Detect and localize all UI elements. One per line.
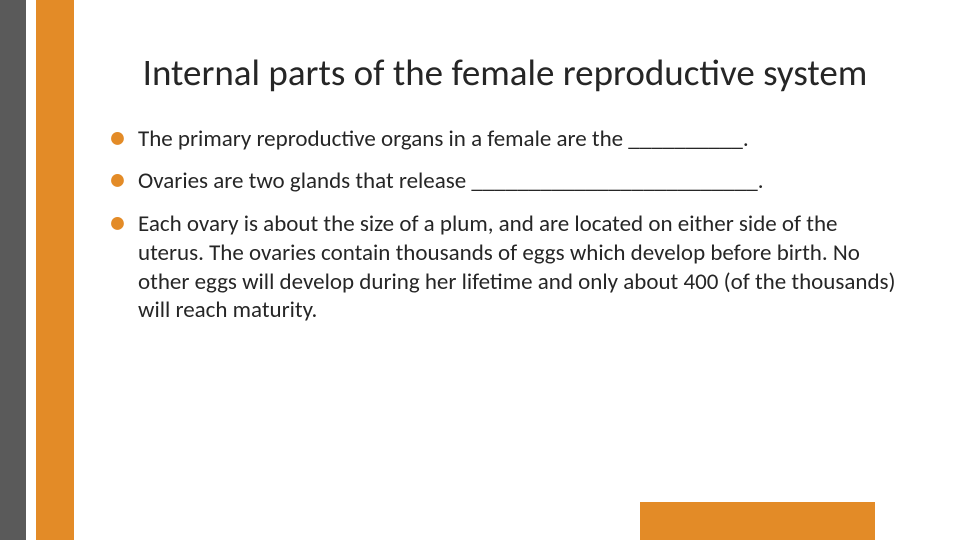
bullet-list: The primary reproductive organs in a fem… — [110, 125, 900, 326]
slide-content: Internal parts of the female reproductiv… — [110, 52, 900, 339]
bullet-item: The primary reproductive organs in a fem… — [110, 125, 900, 154]
slide-title: Internal parts of the female reproductiv… — [110, 52, 900, 95]
decor-bottom-bar — [640, 502, 875, 540]
decor-stripe-gray — [0, 0, 26, 540]
decor-stripe-white — [26, 0, 36, 540]
bullet-item: Ovaries are two glands that release ____… — [110, 167, 900, 196]
bullet-item: Each ovary is about the size of a plum, … — [110, 210, 900, 325]
decor-stripe-orange — [36, 0, 74, 540]
